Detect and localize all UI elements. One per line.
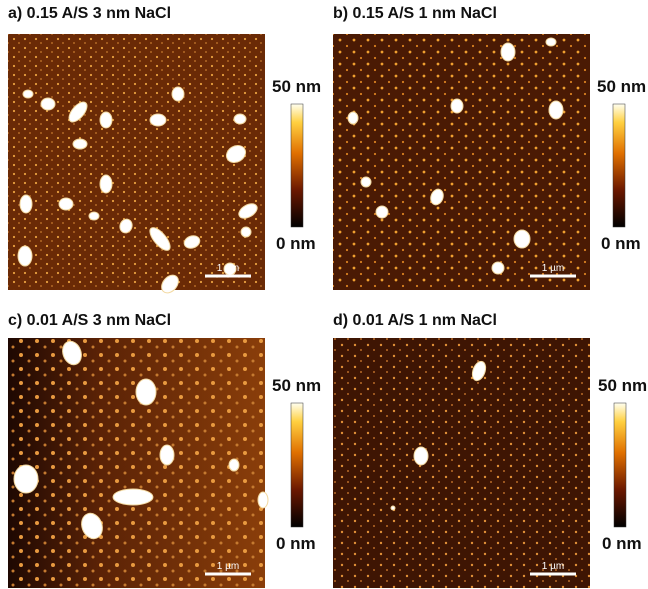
colorbar	[291, 104, 303, 227]
particle	[160, 445, 174, 465]
colorbar-min-label: 0 nm	[276, 534, 316, 553]
scale-bar-label: 1 µm	[217, 263, 239, 274]
colorbar-max-label: 50 nm	[272, 376, 321, 395]
particle	[549, 101, 563, 119]
particle	[546, 38, 556, 46]
particle	[14, 465, 38, 493]
particle	[501, 43, 515, 61]
particle	[414, 447, 428, 465]
colorbar	[613, 104, 625, 227]
particle	[451, 99, 463, 113]
particle	[492, 262, 504, 274]
afm-image: 1 µm	[8, 338, 268, 588]
colorbar-max-label: 50 nm	[272, 77, 321, 96]
colorbar-max-label: 50 nm	[598, 376, 647, 395]
scale-bar-label: 1 µm	[542, 561, 564, 572]
scale-bar-label: 1 µm	[542, 263, 564, 274]
afm-image: 1 µm	[8, 34, 265, 296]
particle	[23, 90, 33, 98]
particle-texture	[333, 338, 590, 588]
panel-title: c) 0.01 A/S 3 nm NaCl	[8, 312, 171, 329]
particle-texture	[333, 34, 590, 290]
colorbar-min-label: 0 nm	[601, 234, 641, 253]
particle	[241, 227, 251, 237]
colorbar-min-label: 0 nm	[602, 534, 642, 553]
particle	[172, 87, 184, 101]
figure: a) 0.15 A/S 3 nm NaCl 1 µm 50 nm 0 nm b) 0.1…	[0, 0, 648, 589]
panel-title: d) 0.01 A/S 1 nm NaCl	[333, 312, 497, 329]
particle	[258, 492, 268, 508]
particle	[41, 98, 55, 110]
particle-texture	[8, 34, 265, 290]
panel-title: b) 0.15 A/S 1 nm NaCl	[333, 5, 497, 22]
afm-image: 1 µm	[333, 34, 590, 290]
particle	[361, 177, 371, 187]
colorbar	[291, 403, 303, 527]
particle	[59, 198, 73, 210]
particle	[20, 195, 32, 213]
particle	[100, 175, 112, 193]
particle	[100, 112, 112, 128]
particle	[89, 212, 99, 220]
particle	[150, 114, 166, 126]
particle	[376, 206, 388, 218]
particle	[229, 459, 239, 471]
scale-bar-label: 1 µm	[217, 561, 239, 572]
particle	[73, 139, 87, 149]
panel-title: a) 0.15 A/S 3 nm NaCl	[8, 5, 171, 22]
particle	[234, 114, 246, 124]
particle	[136, 379, 156, 405]
particle-texture	[8, 338, 265, 588]
particle	[113, 489, 153, 505]
colorbar-min-label: 0 nm	[276, 234, 316, 253]
colorbar-max-label: 50 nm	[597, 77, 646, 96]
afm-image: 1 µm	[333, 338, 590, 588]
colorbar	[614, 403, 626, 527]
particle	[391, 506, 395, 510]
particle	[514, 230, 530, 248]
particle	[18, 246, 32, 266]
particle	[348, 112, 358, 124]
